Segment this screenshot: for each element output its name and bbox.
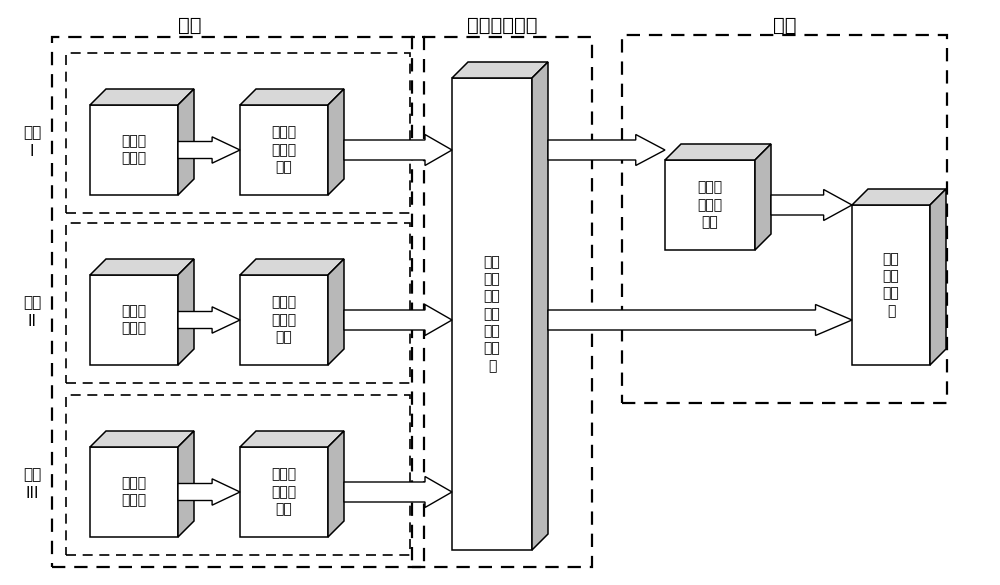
Text: 客户
端查
询模
块: 客户 端查 询模 块	[883, 252, 899, 318]
Text: 地调
I: 地调 I	[23, 125, 41, 159]
Polygon shape	[178, 137, 240, 163]
Polygon shape	[240, 431, 344, 447]
Polygon shape	[328, 89, 344, 195]
Text: 线路停
电判断
模块: 线路停 电判断 模块	[271, 295, 297, 345]
Polygon shape	[665, 160, 755, 250]
Polygon shape	[90, 105, 178, 195]
Text: 综合数据平台: 综合数据平台	[467, 15, 537, 35]
Polygon shape	[771, 190, 852, 221]
Text: 线路停
电判断
模块: 线路停 电判断 模块	[271, 126, 297, 174]
Polygon shape	[240, 447, 328, 537]
Bar	[52, 37, 424, 567]
Text: 信息采
集模块: 信息采 集模块	[121, 304, 147, 336]
Polygon shape	[452, 78, 532, 550]
Polygon shape	[240, 275, 328, 365]
Polygon shape	[178, 479, 240, 505]
Bar	[622, 35, 947, 403]
Polygon shape	[344, 135, 452, 166]
Polygon shape	[90, 431, 194, 447]
Text: 信息采
集模块: 信息采 集模块	[121, 135, 147, 166]
Polygon shape	[452, 62, 548, 78]
Text: 地调: 地调	[178, 15, 202, 35]
Polygon shape	[344, 305, 452, 336]
Polygon shape	[665, 144, 771, 160]
Text: 地调
III: 地调 III	[23, 467, 41, 501]
Text: 线路停
电判断
模块: 线路停 电判断 模块	[271, 467, 297, 517]
Polygon shape	[240, 89, 344, 105]
Polygon shape	[328, 259, 344, 365]
Polygon shape	[178, 259, 194, 365]
Bar	[66, 223, 410, 383]
Bar	[66, 53, 410, 213]
Polygon shape	[90, 259, 194, 275]
Text: 地调
II: 地调 II	[23, 295, 41, 329]
Polygon shape	[90, 447, 178, 537]
Polygon shape	[178, 431, 194, 537]
Polygon shape	[852, 189, 946, 205]
Polygon shape	[532, 62, 548, 550]
Polygon shape	[852, 205, 930, 365]
Polygon shape	[344, 477, 452, 508]
Bar	[66, 395, 410, 555]
Polygon shape	[240, 259, 344, 275]
Text: 数据
平台
文件
接收
及存
储模
块: 数据 平台 文件 接收 及存 储模 块	[484, 255, 500, 373]
Text: 信息采
集模块: 信息采 集模块	[121, 476, 147, 508]
Polygon shape	[90, 275, 178, 365]
Polygon shape	[328, 431, 344, 537]
Polygon shape	[755, 144, 771, 250]
Polygon shape	[90, 89, 194, 105]
Bar	[412, 37, 592, 567]
Polygon shape	[548, 135, 665, 166]
Polygon shape	[930, 189, 946, 365]
Text: 停电信
息优化
模块: 停电信 息优化 模块	[697, 181, 723, 229]
Polygon shape	[240, 105, 328, 195]
Polygon shape	[548, 305, 852, 336]
Polygon shape	[178, 307, 240, 333]
Polygon shape	[178, 89, 194, 195]
Text: 省调: 省调	[773, 15, 797, 35]
